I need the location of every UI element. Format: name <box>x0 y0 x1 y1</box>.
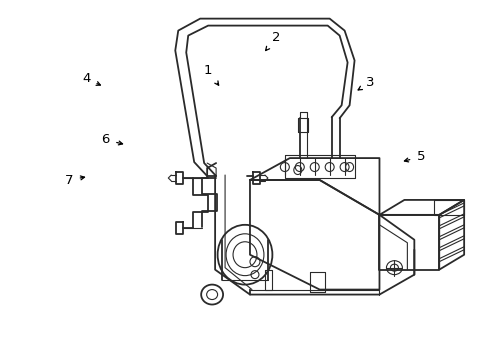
Text: 1: 1 <box>203 64 218 85</box>
Text: 6: 6 <box>102 133 122 146</box>
Text: 2: 2 <box>265 31 280 50</box>
Text: 4: 4 <box>82 72 100 85</box>
Text: 5: 5 <box>404 150 424 163</box>
Text: 3: 3 <box>357 76 374 90</box>
Text: 7: 7 <box>65 174 84 186</box>
